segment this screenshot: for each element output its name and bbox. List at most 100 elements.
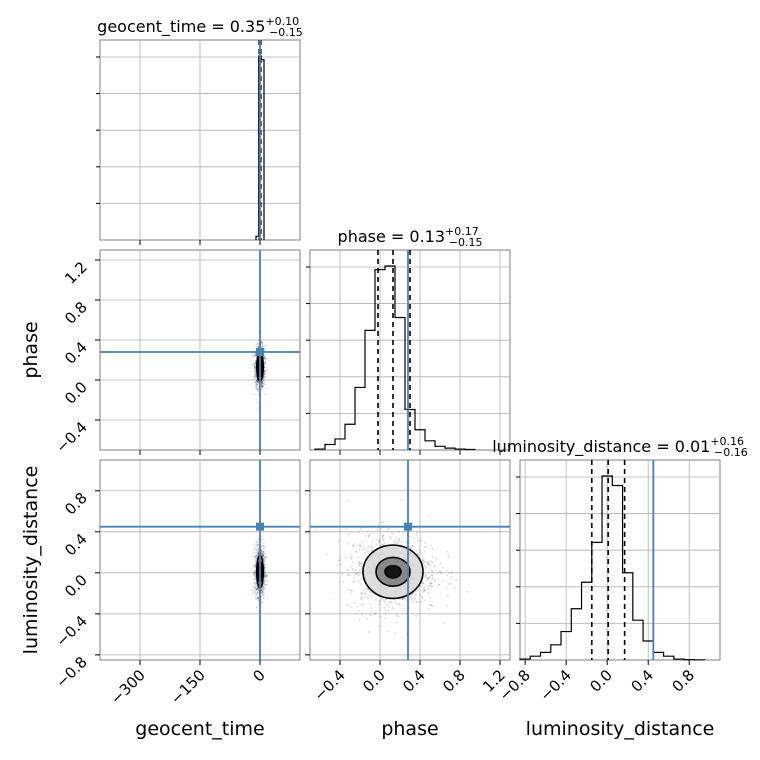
scatter-point: [358, 561, 361, 564]
scatter-point: [265, 597, 268, 600]
scatter-point: [421, 558, 424, 561]
scatter-point: [262, 544, 265, 547]
scatter-point: [359, 597, 362, 600]
scatter-point: [253, 548, 256, 551]
scatter-point: [336, 564, 339, 567]
scatter-point: [261, 384, 264, 387]
scatter-point: [253, 364, 256, 367]
panel-grid-0-0: [96, 40, 300, 245]
scatter-point: [369, 594, 372, 597]
scatter-point: [263, 560, 266, 563]
scatter-point: [256, 543, 259, 546]
scatter-point: [263, 357, 266, 360]
scatter-point: [419, 584, 422, 587]
scatter-point: [365, 595, 368, 598]
scatter-point: [266, 357, 269, 360]
scatter-point: [422, 590, 425, 593]
scatter-point: [254, 365, 257, 368]
scatter-point: [410, 596, 413, 599]
scatter-point: [409, 535, 412, 538]
scatter-point: [252, 592, 255, 595]
scatter-point: [257, 552, 260, 555]
scatter-point: [424, 574, 427, 577]
scatter-point: [379, 527, 382, 530]
scatter-point: [382, 521, 385, 524]
scatter-point: [392, 608, 395, 611]
scatter-point: [255, 588, 258, 591]
scatter-point: [364, 592, 367, 595]
scatter-point: [252, 375, 255, 378]
scatter-point: [405, 541, 408, 544]
scatter-point: [408, 541, 411, 544]
x-axis-label-geocent-time: geocent_time: [135, 718, 264, 740]
scatter-point: [382, 539, 385, 542]
scatter-point: [254, 366, 257, 369]
scatter-point: [256, 552, 259, 555]
scatter-point: [256, 383, 259, 386]
scatter-point: [431, 570, 434, 573]
scatter-point: [261, 553, 264, 556]
scatter-point: [263, 574, 266, 577]
scatter-point: [261, 380, 264, 383]
scatter-point: [251, 555, 254, 558]
scatter-point: [367, 546, 370, 549]
scatter-point: [351, 580, 354, 583]
scatter-point: [405, 540, 408, 543]
scatter-point: [325, 553, 328, 556]
title-phase: phase = 0.13+0.17 −0.15: [338, 225, 483, 249]
scatter-point: [257, 543, 260, 546]
scatter-point: [261, 385, 264, 388]
scatter-point: [346, 603, 349, 606]
scatter-point: [257, 388, 260, 391]
scatter-point: [254, 556, 257, 559]
scatter-point: [416, 537, 419, 540]
scatter-point: [253, 576, 256, 579]
scatter-point: [263, 580, 266, 583]
scatter-point: [329, 597, 332, 600]
scatter-point: [265, 579, 268, 582]
scatter-point: [260, 545, 263, 548]
scatter-point: [358, 580, 361, 583]
scatter-point: [264, 574, 267, 577]
scatter-point: [367, 535, 370, 538]
scatter-point: [263, 585, 266, 588]
scatter-point: [257, 547, 260, 550]
scatter-point: [265, 555, 268, 558]
scatter-point: [256, 596, 259, 599]
scatter-point: [255, 554, 258, 557]
scatter-point: [359, 568, 362, 571]
scatter-point: [387, 601, 390, 604]
scatter-point: [338, 556, 341, 559]
scatter-point: [253, 572, 256, 575]
scatter-point: [358, 562, 361, 565]
scatter-point: [381, 536, 384, 539]
scatter-point: [349, 592, 352, 595]
scatter-point: [447, 553, 450, 556]
scatter-point: [352, 545, 355, 548]
scatter-point: [424, 575, 427, 578]
scatter-point: [255, 583, 258, 586]
scatter-point: [426, 562, 429, 565]
scatter-point: [255, 385, 258, 388]
scatter-point: [265, 583, 268, 586]
scatter-point: [428, 564, 431, 567]
scatter-point: [254, 566, 257, 569]
scatter-point: [253, 592, 256, 595]
scatter-point: [362, 603, 365, 606]
scatter-point: [387, 527, 390, 530]
scatter-point: [261, 550, 264, 553]
scatter-point: [427, 562, 430, 565]
scatter-point: [255, 554, 258, 557]
tick-label-luminosity-distance: 0.0: [586, 666, 616, 696]
scatter-point: [366, 618, 369, 621]
scatter-point: [261, 343, 264, 346]
scatter-point: [410, 598, 413, 601]
scatter-point: [414, 593, 417, 596]
scatter-point: [430, 582, 433, 585]
scatter-point: [264, 576, 267, 579]
scatter-point: [350, 557, 353, 560]
scatter-point: [265, 368, 268, 371]
scatter-point: [439, 592, 442, 595]
scatter-point: [262, 344, 265, 347]
